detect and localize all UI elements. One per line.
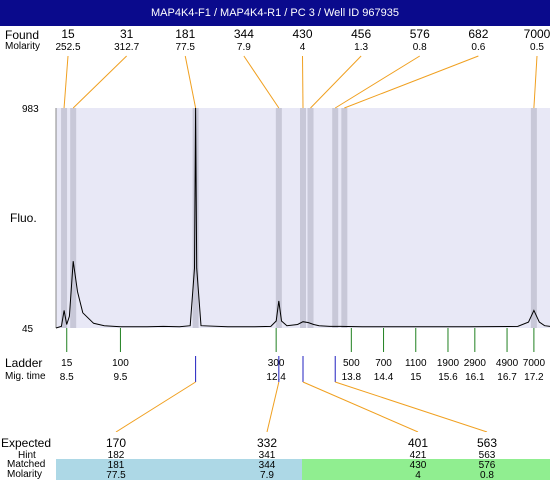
ladder-time: 12.4 <box>266 372 286 383</box>
expected-matched-value: 576 <box>478 460 496 471</box>
fluo-axis-label: Fluo. <box>10 211 37 225</box>
found-peak-leader <box>344 55 479 109</box>
expected-hint-value: 421 <box>409 450 427 461</box>
found-peak-highlight <box>307 108 314 328</box>
ladder-size: 1900 <box>437 358 460 369</box>
ladder-size: 500 <box>343 358 360 369</box>
molarity-row-label: Molarity <box>7 469 43 480</box>
expected-matched-value: 430 <box>409 460 427 471</box>
ladder-time: 15 <box>410 372 422 383</box>
mig-time-label: Mig. time <box>5 371 46 382</box>
expected-label: Expected <box>1 436 52 450</box>
y-tick-label-max: 983 <box>22 104 39 115</box>
found-peak-leader <box>63 55 69 109</box>
ladder-size: 700 <box>375 358 392 369</box>
ladder-time: 16.7 <box>497 372 517 383</box>
ladder-size: 7000 <box>523 358 546 369</box>
expected-molarity-value: 4 <box>415 470 421 481</box>
expected-hint-value: 182 <box>107 450 125 461</box>
expected-expected-value: 332 <box>256 436 278 450</box>
found-peak-molarity: 7.9 <box>237 42 251 53</box>
expected-leader <box>266 381 280 432</box>
found-peak-leader <box>184 55 197 109</box>
well-title: MAP4K4-F1 / MAP4K4-R1 / PC 3 / Well ID 9… <box>0 0 550 26</box>
expected-leader <box>115 381 196 432</box>
found-peak-size: 344 <box>234 27 254 41</box>
found-peak-molarity: 252.5 <box>55 42 80 53</box>
found-peak-molarity: 0.8 <box>413 42 427 53</box>
found-peak-size: 456 <box>351 27 371 41</box>
ladder-time: 13.8 <box>342 372 362 383</box>
found-peak-size: 7000 <box>524 27 550 41</box>
found-peak-size: 682 <box>468 27 488 41</box>
found-peak-highlight <box>61 108 68 328</box>
expected-molarity-value: 77.5 <box>106 470 126 481</box>
expected-expected-value: 401 <box>407 436 429 450</box>
found-peak-size: 430 <box>292 27 312 41</box>
found-peak-molarity: 4 <box>300 42 306 53</box>
ladder-size: 1100 <box>405 358 427 369</box>
ladder-time: 8.5 <box>60 372 74 383</box>
found-peak-leader <box>334 55 421 109</box>
y-tick-label-min: 45 <box>22 324 34 335</box>
matched-label: Matched <box>7 459 46 470</box>
found-peak-highlight <box>300 108 306 328</box>
ladder-label: Ladder <box>5 356 43 370</box>
ladder-size: 15 <box>61 358 73 369</box>
found-peak-highlight <box>341 108 348 328</box>
ladder-time: 16.1 <box>465 372 485 383</box>
found-peak-highlight <box>332 108 339 328</box>
found-label: Found <box>5 28 40 42</box>
electropherogram-chart: 15252.531312.718177.53447.943044561.3576… <box>22 27 550 432</box>
found-peak-leader <box>243 55 280 109</box>
molarity-label: Molarity <box>5 41 41 52</box>
fluorescence-trace <box>55 107 550 329</box>
ladder-size: 100 <box>112 358 129 369</box>
expected-molarity-value: 7.9 <box>260 470 274 481</box>
found-peak-size: 181 <box>175 27 195 41</box>
expected-table: Expected Hint Matched Molarity 170 182 181… <box>0 432 550 481</box>
found-peak-highlight <box>275 108 282 328</box>
found-peak-leader <box>72 55 127 109</box>
ladder-size: 2900 <box>464 358 487 369</box>
found-peak-molarity: 0.5 <box>530 42 544 53</box>
found-peak-leader <box>310 55 362 109</box>
ladder-time: 14.4 <box>374 372 394 383</box>
found-peak-molarity: 1.3 <box>354 42 368 53</box>
ladder-time: 15.6 <box>438 372 458 383</box>
found-peak-leader <box>533 55 538 109</box>
hint-label: Hint <box>18 450 36 461</box>
found-peak-leader <box>302 55 304 109</box>
expected-hint-value: 563 <box>478 450 496 461</box>
matched-band-blue <box>56 459 302 480</box>
ladder-size: 4900 <box>496 358 519 369</box>
expected-expected-value: 563 <box>476 436 498 450</box>
expected-leader <box>335 381 488 432</box>
found-peak-highlight <box>530 108 537 328</box>
ladder-time: 9.5 <box>113 372 127 383</box>
found-peak-molarity: 77.5 <box>176 42 196 53</box>
found-peak-size: 576 <box>410 27 430 41</box>
found-peak-molarity: 312.7 <box>114 42 139 53</box>
expected-molarity-value: 0.8 <box>480 470 494 481</box>
found-peak-size: 15 <box>61 27 75 41</box>
found-peak-molarity: 0.6 <box>471 42 485 53</box>
found-peak-size: 31 <box>120 27 134 41</box>
ladder-size: 300 <box>268 358 285 369</box>
expected-matched-value: 344 <box>258 460 276 471</box>
expected-leader <box>302 381 419 432</box>
expected-expected-value: 170 <box>105 436 127 450</box>
expected-hint-value: 341 <box>258 450 276 461</box>
ladder-time: 17.2 <box>524 372 544 383</box>
found-peak-highlight <box>192 108 199 328</box>
matched-band-green <box>302 459 550 480</box>
expected-matched-value: 181 <box>107 460 125 471</box>
found-peak-highlight <box>70 108 77 328</box>
